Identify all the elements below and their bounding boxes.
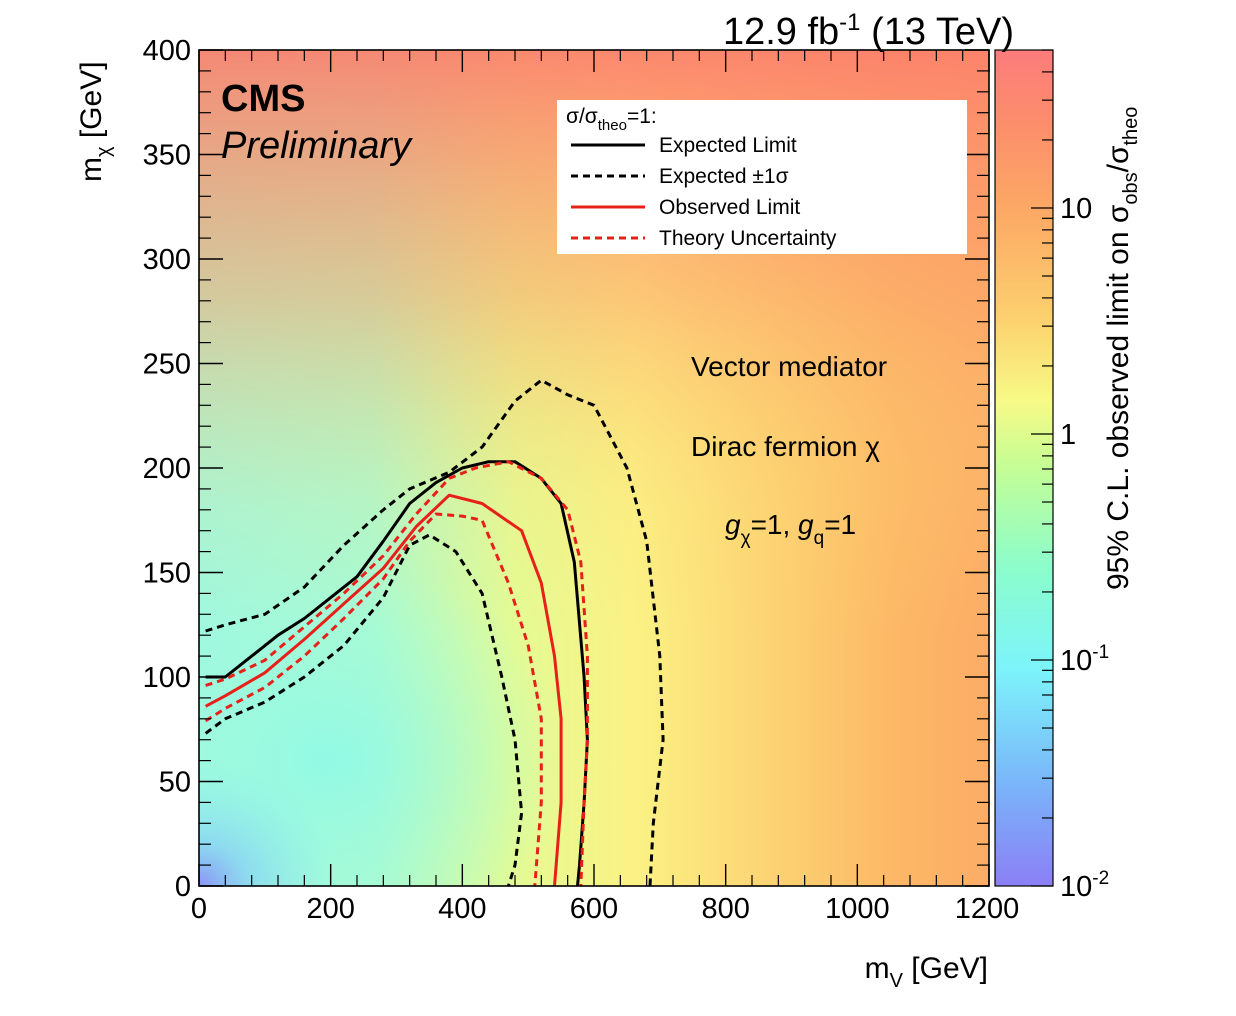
y-axis: 0 50 100 150 200 250 300 350 400: [143, 35, 989, 903]
y-tick-label: 150: [143, 558, 191, 590]
x-tick-label: 0: [191, 893, 207, 925]
y-tick-label: 300: [143, 244, 191, 276]
legend-entry-label: Expected Limit: [659, 134, 797, 157]
y-tick-label: 400: [143, 35, 191, 67]
z-tick-label: 10-2: [1060, 868, 1109, 903]
contour-theory-uncertainty: [204, 512, 543, 886]
y-tick-label: 350: [143, 140, 191, 172]
contour-theory-uncertainty: [205, 460, 589, 886]
annotation-mediator: Vector mediator: [691, 351, 887, 382]
x-tick-label: 800: [701, 893, 749, 925]
z-tick-label: 10: [1060, 193, 1092, 225]
x-tick-label: 1200: [955, 893, 1020, 925]
contour-observed-limit: [204, 493, 563, 886]
annotation-dm: Dirac fermion χ: [691, 431, 880, 462]
y-tick-label: 200: [143, 453, 191, 485]
y-tick-label: 250: [143, 349, 191, 381]
legend-entry-label: Expected ±1σ: [659, 165, 789, 188]
annotation-coupling: gχ=1, gq=1: [725, 509, 856, 549]
legend-entry-label: Theory Uncertainty: [659, 227, 837, 250]
limit-contours: [204, 378, 665, 886]
color-scale-axis: 10 1 10-1 10-2: [1031, 49, 1109, 903]
legend-entry-label: Observed Limit: [659, 196, 800, 219]
x-tick-label: 200: [306, 893, 354, 925]
x-tick-label: 400: [438, 893, 486, 925]
legend: σ/σtheo=1: Expected Limit Expected ±1σ Obs…: [557, 100, 967, 254]
x-axis-label: mV [GeV]: [865, 952, 988, 992]
color-scale-frame: [994, 49, 1054, 887]
legend-header: σ/σtheo=1:: [566, 105, 657, 134]
x-tick-label: 1000: [825, 893, 890, 925]
status-label: Preliminary: [221, 125, 413, 167]
y-tick-label: 0: [175, 871, 191, 903]
contour-expected-1: [205, 378, 665, 886]
x-tick-label: 600: [570, 893, 618, 925]
y-tick-label: 100: [143, 662, 191, 694]
color-scale-bar: [995, 50, 1053, 886]
x-axis: 0 200 400 600 800 1000 1200: [191, 50, 1019, 925]
z-axis-label: 95% C.L. observed limit on σobs/σtheo: [1102, 107, 1142, 590]
y-axis-label: mχ [GeV]: [75, 61, 115, 182]
experiment-label: CMS: [221, 78, 305, 120]
luminosity-label: 12.9 fb-1 (13 TeV): [723, 9, 1014, 53]
z-tick-label: 1: [1060, 419, 1076, 451]
z-tick-label: 10-1: [1060, 642, 1109, 677]
y-tick-label: 50: [159, 767, 191, 799]
